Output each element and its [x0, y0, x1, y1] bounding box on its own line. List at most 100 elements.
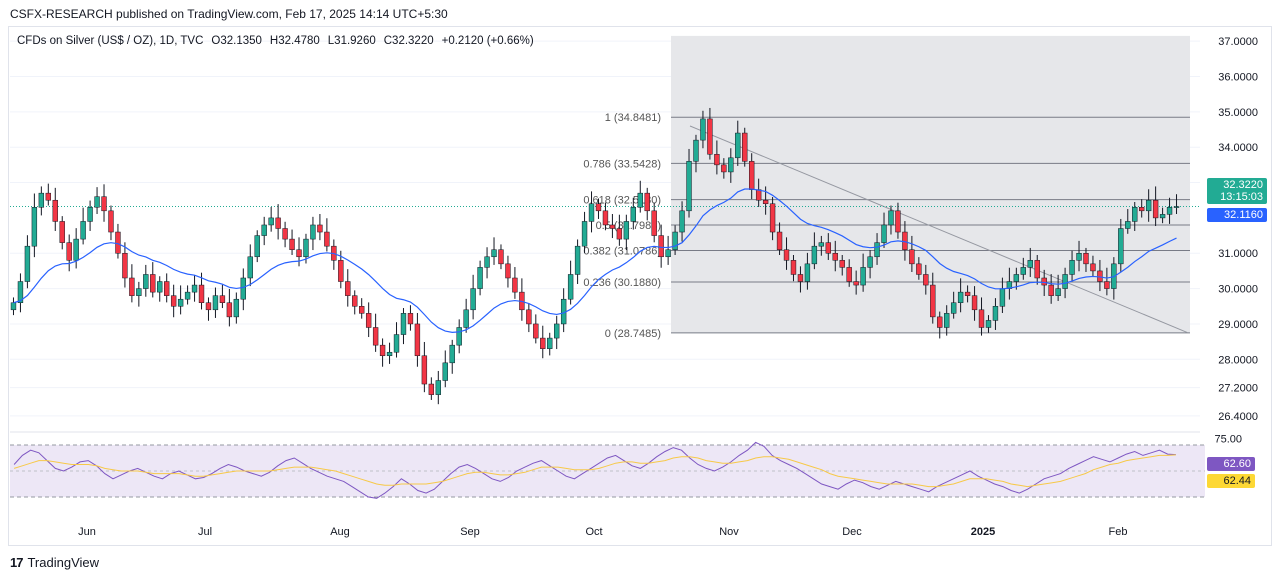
candle-body: [17, 281, 24, 303]
candle-body: [212, 295, 219, 311]
candle-body: [491, 249, 497, 258]
last-price-value: 32.3220: [1223, 179, 1263, 191]
candle-body: [957, 291, 964, 303]
candle-body: [811, 245, 818, 265]
candle-body: [693, 139, 699, 162]
candle-body: [449, 344, 455, 364]
candle-body: [644, 192, 650, 212]
legend-high: H32.4780: [269, 35, 320, 47]
last-price-badge: 32.3220 13:15:03: [1207, 178, 1267, 204]
chart-frame: [8, 26, 1272, 546]
candle-body: [240, 277, 246, 300]
candle-body: [1013, 274, 1020, 282]
candle-body: [338, 260, 344, 282]
candle-body: [916, 263, 922, 275]
candle-body: [477, 267, 483, 289]
candle-body: [80, 221, 86, 240]
candle-body: [435, 380, 441, 395]
price-tick-label: 26.4000: [1218, 411, 1258, 423]
price-tick-label: 28.0000: [1218, 354, 1258, 366]
grid: [10, 40, 1200, 417]
candle-body: [268, 217, 274, 226]
candle-body: [1125, 221, 1131, 229]
candle-body: [421, 355, 428, 385]
candle-body: [52, 199, 58, 222]
candle-body: [707, 118, 713, 155]
candle-body: [484, 256, 490, 268]
time-tick-label: Feb: [1109, 526, 1128, 538]
moving-average: [13, 188, 1177, 333]
candle-body: [233, 298, 240, 318]
candle-body: [992, 306, 999, 321]
candle-body: [588, 203, 595, 222]
candle-body: [1166, 207, 1173, 215]
rsi-tick-label: 75.00: [1214, 434, 1242, 446]
candle-body: [1159, 214, 1166, 219]
candle-body: [1083, 252, 1089, 265]
candle-body: [950, 302, 957, 314]
price-tick-label: 31.0000: [1218, 248, 1258, 260]
candle-body: [282, 228, 288, 240]
candle-body: [540, 337, 546, 349]
candle-body: [749, 161, 755, 190]
candle-body: [944, 313, 950, 328]
time-tick-label: Jun: [78, 526, 96, 538]
candle-body: [1076, 252, 1082, 261]
candle-body: [818, 242, 825, 247]
candle-body: [407, 313, 414, 325]
candle-body: [581, 221, 588, 247]
candle-body: [923, 274, 929, 286]
candle-body: [937, 316, 943, 328]
candle-body: [38, 192, 45, 208]
candle-body: [101, 196, 107, 212]
candle-body: [867, 256, 873, 268]
candle-body: [303, 238, 309, 258]
candle-body: [567, 274, 574, 300]
candle-body: [470, 288, 476, 311]
candle-body: [554, 323, 560, 339]
candle-body: [324, 231, 330, 247]
candle-body: [769, 203, 776, 233]
candle-body: [463, 309, 469, 328]
candle-body: [776, 231, 783, 250]
candle-body: [372, 327, 379, 346]
candle-body: [971, 295, 978, 311]
candle-body: [157, 281, 163, 293]
chart-legend: CFDs on Silver (US$ / OZ), 1D, TVC O32.1…: [17, 35, 534, 47]
candle-body: [700, 118, 706, 141]
candle-body: [254, 235, 260, 258]
candle-body: [985, 320, 992, 328]
candle-body: [797, 274, 804, 282]
candle-body: [247, 256, 253, 279]
candle-body: [359, 306, 365, 314]
candle-body: [129, 277, 135, 296]
candle-body: [59, 221, 65, 243]
legend-change: +0.2120 (+0.66%): [441, 35, 534, 47]
candle-body: [428, 383, 435, 395]
candle-body: [888, 210, 894, 226]
rsi-pane: 75.00: [10, 431, 1242, 499]
candle-body: [456, 327, 462, 346]
candle-body: [66, 242, 72, 261]
price-tick-label: 35.0000: [1218, 107, 1258, 119]
candle-body: [1152, 199, 1159, 219]
candle-body: [170, 295, 177, 307]
candle-body: [184, 291, 191, 300]
candle-body: [839, 260, 845, 268]
candle-body: [964, 291, 971, 296]
candle-body: [825, 242, 831, 254]
candle-body: [164, 281, 170, 296]
legend-symbol: CFDs on Silver (US$ / OZ), 1D, TVC: [17, 35, 204, 47]
candle-body: [505, 263, 511, 279]
candle-body: [909, 249, 915, 265]
candle-body: [623, 221, 630, 240]
price-tick-label: 27.2000: [1218, 383, 1258, 395]
candle-body: [317, 224, 323, 233]
candle-body: [1139, 207, 1145, 212]
price-tick-label: 29.0000: [1218, 319, 1258, 331]
candle-body: [45, 192, 51, 201]
candle-body: [400, 313, 407, 335]
time-tick-label: Sep: [460, 526, 480, 538]
candle-body: [574, 245, 581, 275]
